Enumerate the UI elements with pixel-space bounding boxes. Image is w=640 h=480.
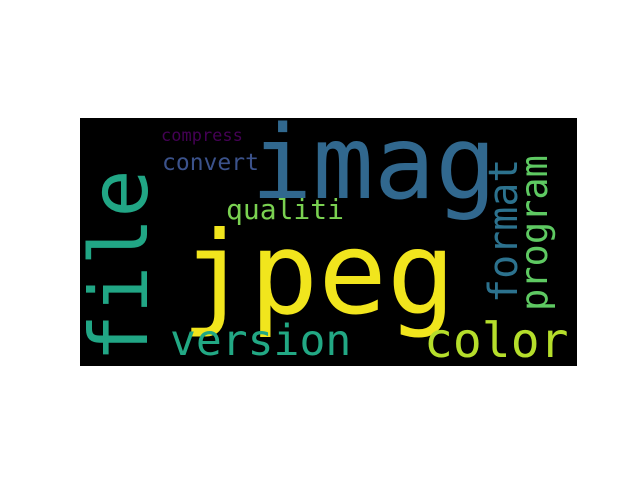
word-program: program — [513, 155, 556, 311]
word-imag: imag — [251, 118, 497, 223]
word-cloud: compress convert imag qualiti jpeg file … — [80, 118, 577, 366]
word-version: version — [170, 316, 352, 366]
word-convert: convert — [162, 150, 259, 176]
word-file: file — [80, 169, 166, 362]
word-qualiti: qualiti — [226, 193, 345, 226]
word-compress: compress — [161, 126, 243, 146]
word-jpeg: jpeg — [181, 207, 456, 340]
word-color: color — [424, 313, 569, 366]
